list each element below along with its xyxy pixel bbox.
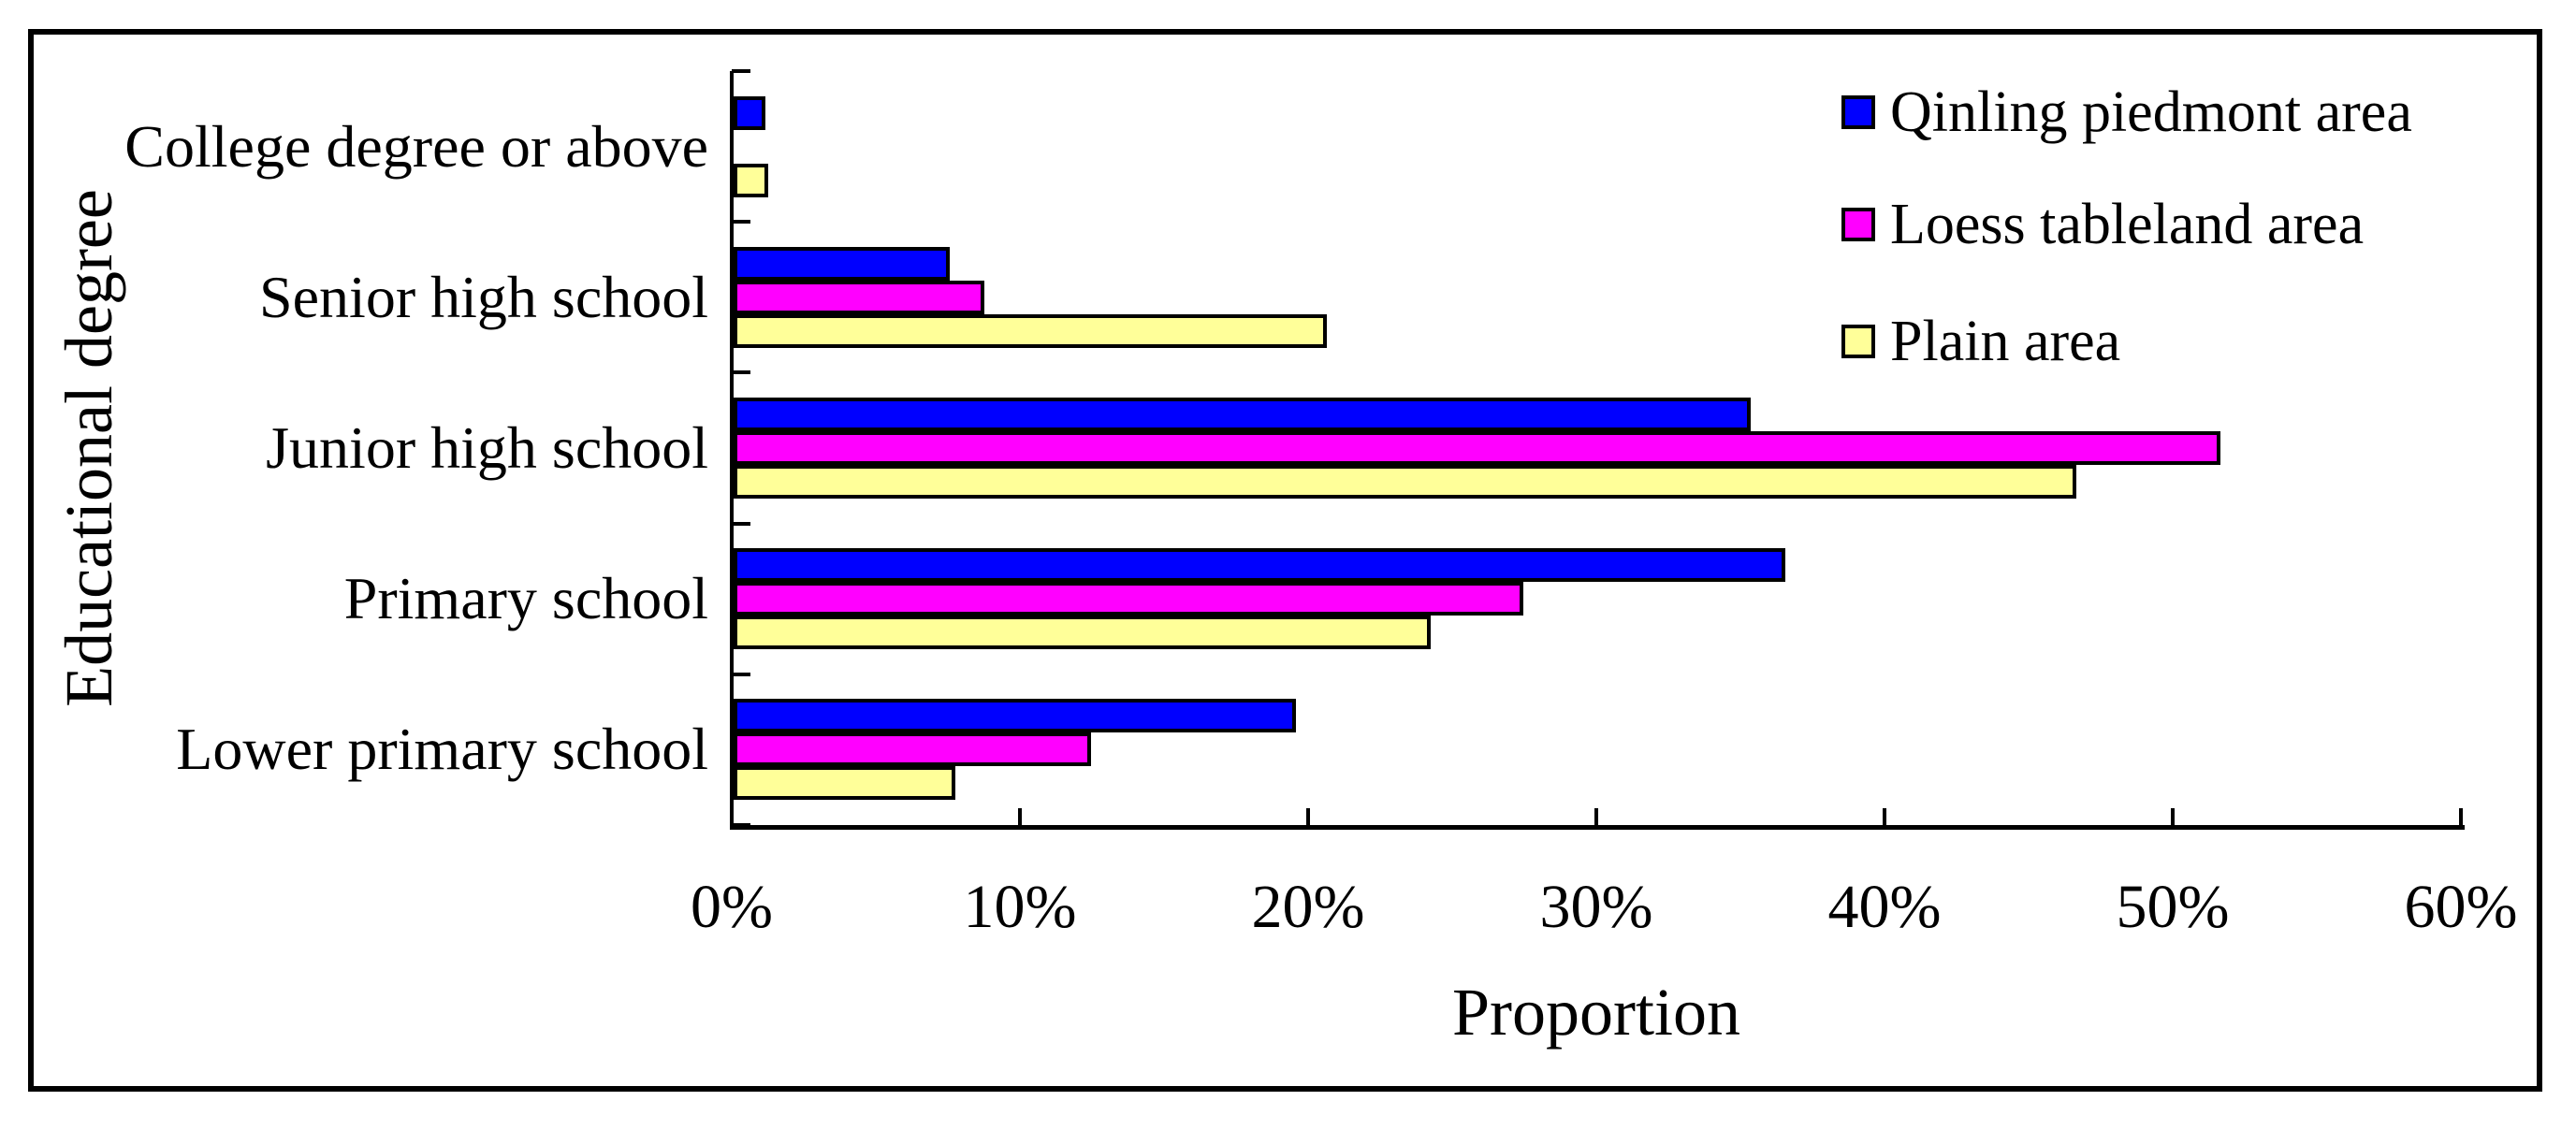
bar-plain-area-4: [734, 766, 955, 801]
category-label: Junior high school: [266, 414, 708, 481]
y-axis-tick: [732, 823, 750, 827]
category-label: Primary school: [343, 565, 708, 632]
legend-item-loess-tableland-area: Loess tableland area: [1841, 192, 2364, 257]
bar-plain-area-0: [734, 163, 768, 197]
x-tick-label: 40%: [1827, 873, 1942, 941]
figure-outer-border: [28, 29, 2542, 1092]
y-axis-tick: [732, 672, 750, 676]
y-axis-tick: [732, 220, 750, 225]
bar-qinling-piedmont-area-2: [734, 398, 1751, 431]
legend-color-swatch: [1841, 325, 1875, 358]
legend-label: Qinling piedmont area: [1890, 80, 2412, 144]
y-axis-line: [730, 71, 734, 830]
legend-label: Plain area: [1890, 310, 2121, 373]
bar-loess-tableland-area-2: [734, 431, 2220, 465]
category-label: Senior high school: [259, 263, 708, 330]
legend-color-swatch: [1841, 208, 1875, 241]
y-axis-tick: [732, 69, 750, 73]
bar-qinling-piedmont-area-3: [734, 548, 1785, 583]
x-tick-label: 60%: [2404, 873, 2518, 941]
x-axis-tick: [1018, 808, 1022, 825]
x-tick-label: 20%: [1251, 873, 1365, 941]
x-tick-label: 30%: [1539, 873, 1653, 941]
bar-plain-area-1: [734, 313, 1327, 348]
legend-label: Loess tableland area: [1890, 193, 2365, 256]
bar-plain-area-3: [734, 616, 1431, 650]
x-axis-tick: [2459, 808, 2463, 825]
x-tick-label: 0%: [691, 873, 773, 941]
category-label: College degree or above: [124, 112, 708, 180]
bar-qinling-piedmont-area-1: [734, 246, 950, 281]
bar-loess-tableland-area-3: [734, 582, 1523, 616]
x-axis-title: Proportion: [1451, 975, 1740, 1050]
bar-loess-tableland-area-1: [734, 280, 984, 314]
bar-loess-tableland-area-4: [734, 732, 1091, 767]
bar-qinling-piedmont-area-0: [734, 95, 765, 130]
legend-item-plain-area: Plain area: [1841, 309, 2120, 374]
x-axis-tick: [1883, 808, 1886, 825]
x-axis-tick: [2171, 808, 2175, 825]
x-axis-line: [730, 825, 2465, 830]
x-axis-tick: [1594, 808, 1598, 825]
legend-item-qinling-piedmont-area: Qinling piedmont area: [1841, 80, 2412, 145]
x-tick-label: 10%: [963, 873, 1077, 941]
y-axis-tick: [732, 521, 750, 526]
x-tick-label: 50%: [2116, 873, 2230, 941]
x-axis-tick: [730, 808, 734, 825]
x-axis-tick: [1306, 808, 1310, 825]
bar-qinling-piedmont-area-4: [734, 699, 1296, 733]
bar-plain-area-2: [734, 465, 2076, 499]
category-label: Lower primary school: [176, 716, 708, 783]
legend-color-swatch: [1841, 95, 1875, 129]
y-axis-tick: [732, 370, 750, 375]
